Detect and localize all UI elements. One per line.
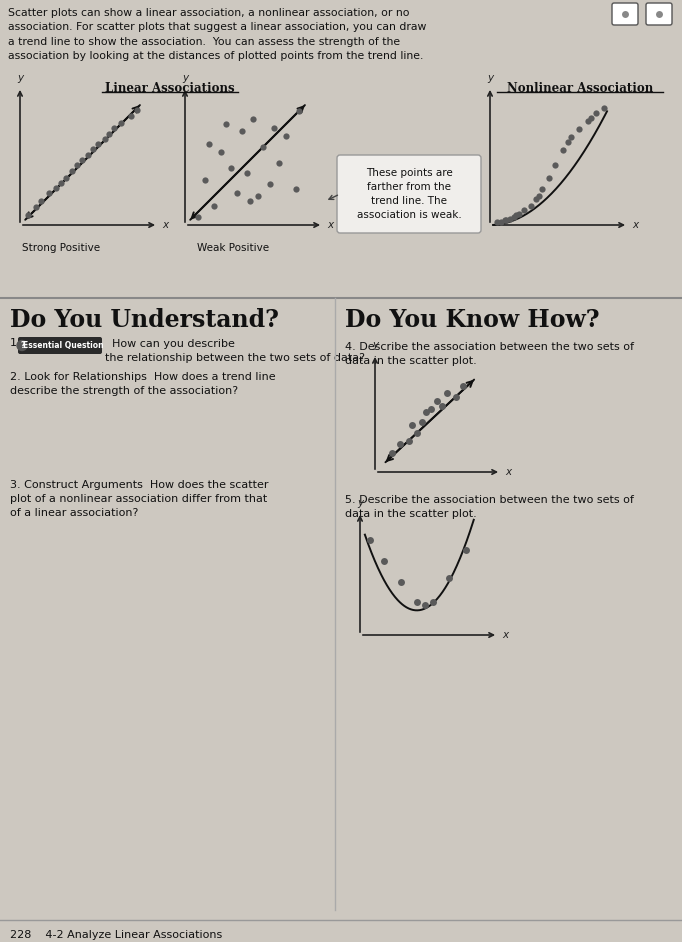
Text: Scatter plots can show a linear association, a nonlinear association, or no
asso: Scatter plots can show a linear associat… [8, 8, 426, 61]
Text: How can you describe
the relationship between the two sets of data?: How can you describe the relationship be… [105, 339, 365, 363]
Text: Linear Associations: Linear Associations [105, 82, 235, 95]
Text: y: y [17, 73, 23, 83]
Text: y: y [182, 73, 188, 83]
FancyBboxPatch shape [337, 155, 481, 233]
Text: Strong Positive: Strong Positive [22, 243, 100, 253]
Text: y: y [357, 498, 363, 508]
FancyBboxPatch shape [646, 3, 672, 25]
Text: y: y [372, 340, 378, 350]
Text: Weak Positive: Weak Positive [197, 243, 269, 253]
Text: x: x [502, 630, 508, 640]
Text: Do You Understand?: Do You Understand? [10, 308, 279, 332]
Text: x: x [327, 220, 333, 230]
Text: x: x [632, 220, 638, 230]
Text: 228    4-2 Analyze Linear Associations: 228 4-2 Analyze Linear Associations [10, 930, 222, 940]
Text: 2. Look for Relationships  How does a trend line
describe the strength of the as: 2. Look for Relationships How does a tre… [10, 372, 276, 396]
Text: Essential Question: Essential Question [23, 341, 103, 350]
Text: y: y [487, 73, 493, 83]
Circle shape [17, 340, 27, 350]
FancyBboxPatch shape [18, 337, 102, 354]
Text: x: x [162, 220, 168, 230]
Text: 4. Describe the association between the two sets of
data in the scatter plot.: 4. Describe the association between the … [345, 342, 634, 366]
Text: ?: ? [21, 341, 25, 350]
Text: 1.: 1. [10, 338, 20, 348]
FancyBboxPatch shape [612, 3, 638, 25]
Text: These points are
farther from the
trend line. The
association is weak.: These points are farther from the trend … [357, 168, 462, 220]
Text: Nonlinear Association: Nonlinear Association [507, 82, 653, 95]
Text: 3. Construct Arguments  How does the scatter
plot of a nonlinear association dif: 3. Construct Arguments How does the scat… [10, 480, 269, 518]
Text: 5. Describe the association between the two sets of
data in the scatter plot.: 5. Describe the association between the … [345, 495, 634, 519]
Text: x: x [505, 467, 511, 477]
Text: Do You Know How?: Do You Know How? [345, 308, 599, 332]
